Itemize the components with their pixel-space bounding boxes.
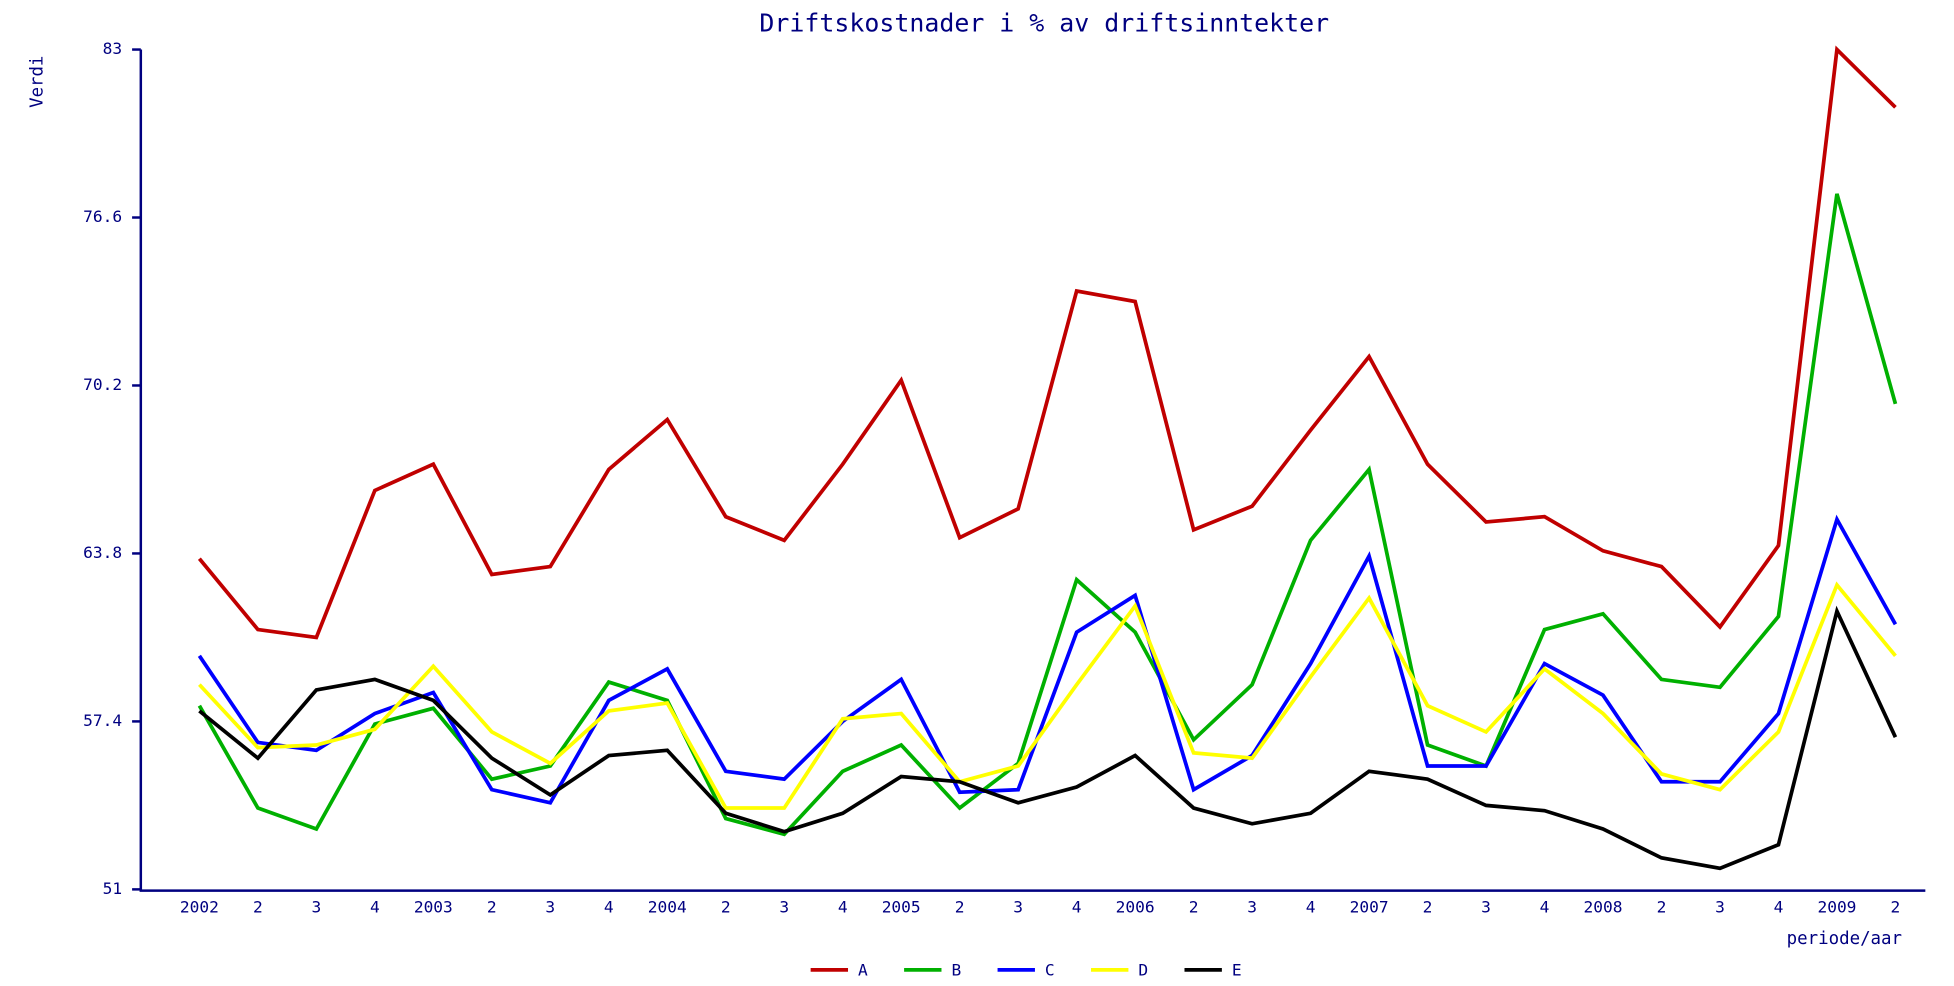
x-tick-label: 4 [1072, 897, 1082, 916]
legend-label: C [1045, 961, 1055, 980]
x-tick-label: 3 [779, 897, 789, 916]
x-tick-label: 2005 [882, 897, 921, 916]
y-tick-label: 57.4 [83, 711, 122, 730]
x-tick-label: 3 [1013, 897, 1023, 916]
x-tick-label: 3 [1715, 897, 1725, 916]
x-tick-label: 2 [487, 897, 497, 916]
x-tick-label: 2007 [1350, 897, 1389, 916]
legend-label: A [858, 961, 868, 980]
chart-title: Driftskostnader i % av driftsinntekter [759, 9, 1329, 38]
x-tick-label: 4 [838, 897, 848, 916]
y-tick-label: 83 [103, 39, 122, 58]
y-tick-label: 76.6 [83, 207, 122, 226]
legend-label: B [951, 961, 961, 980]
x-tick-label: 2002 [180, 897, 219, 916]
x-tick-label: 3 [1481, 897, 1491, 916]
legend-label: E [1232, 961, 1242, 980]
x-axis-label: periode/aar [1787, 929, 1902, 949]
y-tick-label: 51 [103, 879, 122, 898]
x-tick-label: 2003 [414, 897, 453, 916]
x-tick-label: 2006 [1116, 897, 1155, 916]
x-tick-label: 2 [1189, 897, 1199, 916]
x-tick-label: 2 [721, 897, 731, 916]
series-line [197, 45, 1897, 640]
x-tick-label: 4 [604, 897, 614, 916]
series-line [197, 193, 1898, 837]
x-tick-label: 3 [1247, 897, 1257, 916]
x-tick-label: 2004 [648, 897, 687, 916]
x-tick-label: 2 [1423, 897, 1433, 916]
x-tick-label: 4 [1540, 897, 1550, 916]
x-tick-label: 2 [1657, 897, 1667, 916]
x-tick-label: 4 [1306, 897, 1316, 916]
x-tick-label: 3 [311, 897, 321, 916]
x-tick-label: 2008 [1584, 897, 1623, 916]
x-tick-label: 2 [253, 897, 263, 916]
x-tick-label: 2 [955, 897, 965, 916]
y-tick-label: 63.8 [83, 543, 122, 562]
series-line [198, 581, 1897, 810]
y-tick-label: 70.2 [83, 375, 122, 394]
x-tick-label: 4 [1774, 897, 1784, 916]
x-tick-label: 4 [370, 897, 380, 916]
x-tick-label: 2 [1891, 897, 1901, 916]
x-tick-label: 3 [545, 897, 555, 916]
y-axis-label: Verdi [27, 56, 47, 108]
x-tick-label: 2009 [1817, 897, 1856, 916]
series-line [198, 605, 1898, 871]
series-line [197, 514, 1898, 805]
legend-label: D [1138, 961, 1148, 980]
